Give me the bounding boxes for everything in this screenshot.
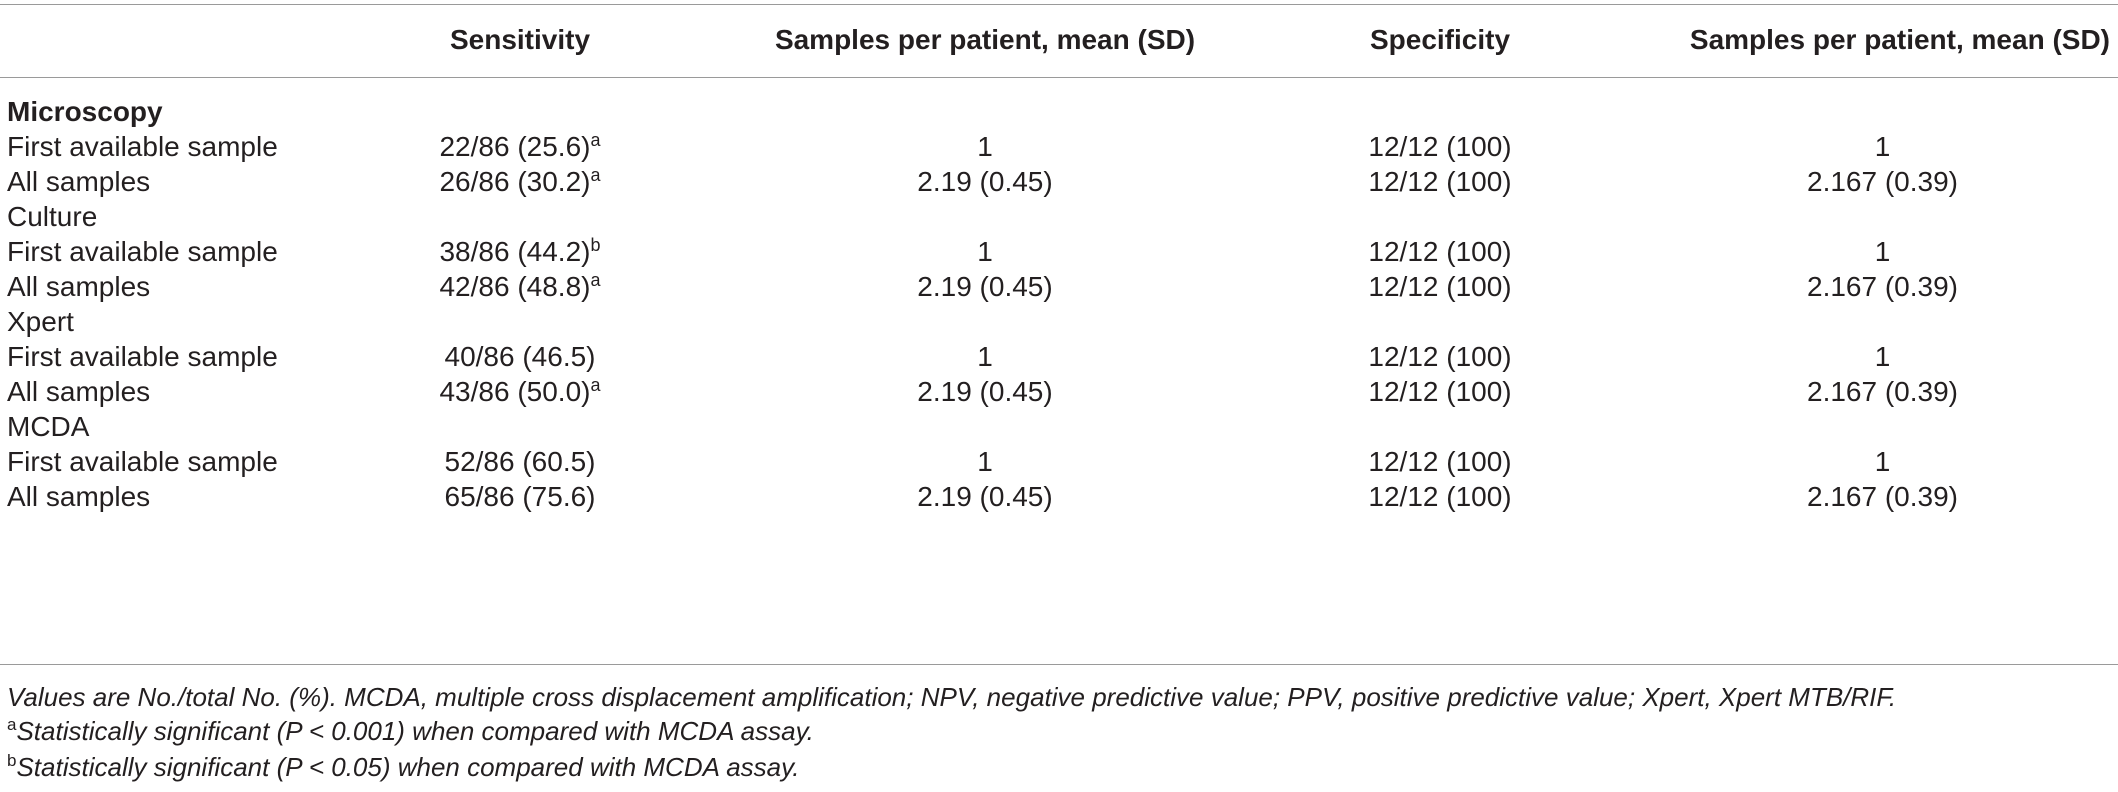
samples-specificity-cell: 1 [1874, 131, 1891, 162]
header-samples-sensitivity: Samples per patient, mean (SD) [774, 24, 1196, 55]
significance-mark: a [590, 270, 601, 290]
samples-specificity-cell: 2.167 (0.39) [1807, 271, 1958, 302]
section-label: MCDA [7, 411, 90, 442]
samples-sensitivity-cell: 2.19 (0.45) [917, 376, 1053, 407]
section-label: Microscopy [7, 96, 163, 127]
specificity-cell: 12/12 (100) [1368, 481, 1512, 512]
significance-mark: a [590, 130, 601, 150]
footnote-b-mark: b [7, 751, 17, 770]
row-label: All samples [7, 481, 151, 512]
footnote-a-text: Statistically significant (P < 0.001) wh… [16, 716, 814, 746]
sensitivity-cell: 42/86 (48.8)a [390, 269, 650, 305]
footnote-a-mark: a [7, 715, 17, 734]
header-samples-specificity: Samples per patient, mean (SD) [1689, 24, 2110, 55]
sensitivity-value: 38/86 (44.2) [439, 236, 591, 267]
table-bottom-rule [0, 664, 2118, 665]
header-specificity: Specificity [1369, 24, 1511, 55]
table-top-rule [0, 4, 2118, 5]
sensitivity-value: 22/86 (25.6) [439, 131, 591, 162]
row-label: First available sample [7, 341, 278, 372]
samples-sensitivity-cell: 2.19 (0.45) [917, 481, 1053, 512]
section-label: Xpert [7, 306, 74, 337]
sensitivity-cell: 65/86 (75.6) [390, 479, 650, 515]
specificity-cell: 12/12 (100) [1368, 166, 1512, 197]
sensitivity-cell: 26/86 (30.2)a [390, 164, 650, 200]
samples-specificity-cell: 2.167 (0.39) [1807, 376, 1958, 407]
significance-mark: a [590, 375, 601, 395]
specificity-cell: 12/12 (100) [1368, 376, 1512, 407]
sensitivity-value: 26/86 (30.2) [439, 166, 591, 197]
header-sensitivity: Sensitivity [449, 24, 591, 55]
specificity-cell: 12/12 (100) [1368, 271, 1512, 302]
samples-sensitivity-cell: 2.19 (0.45) [917, 166, 1053, 197]
section-label: Culture [7, 201, 98, 232]
samples-specificity-cell: 2.167 (0.39) [1807, 481, 1958, 512]
sensitivity-cell: 38/86 (44.2)b [390, 234, 650, 270]
row-label: All samples [7, 376, 151, 407]
footnote-main: Values are No./total No. (%). MCDA, mult… [7, 682, 1897, 712]
samples-specificity-cell: 1 [1874, 341, 1891, 372]
footnote-b: bStatistically significant (P < 0.05) wh… [7, 750, 799, 784]
significance-mark: a [590, 165, 601, 185]
footnote-a: aStatistically significant (P < 0.001) w… [7, 714, 814, 748]
row-label: First available sample [7, 446, 278, 477]
sensitivity-value: 65/86 (75.6) [444, 481, 596, 512]
specificity-cell: 12/12 (100) [1368, 341, 1512, 372]
row-label: All samples [7, 166, 151, 197]
row-label: First available sample [7, 131, 278, 162]
samples-specificity-cell: 1 [1874, 446, 1891, 477]
sensitivity-value: 52/86 (60.5) [444, 446, 596, 477]
samples-sensitivity-cell: 2.19 (0.45) [917, 271, 1053, 302]
footnote-b-text: Statistically significant (P < 0.05) whe… [16, 752, 800, 782]
samples-sensitivity-cell: 1 [977, 236, 993, 267]
samples-sensitivity-cell: 1 [977, 341, 993, 372]
sensitivity-cell: 52/86 (60.5) [390, 444, 650, 480]
specificity-cell: 12/12 (100) [1368, 131, 1512, 162]
samples-specificity-cell: 2.167 (0.39) [1807, 166, 1958, 197]
sensitivity-value: 43/86 (50.0) [439, 376, 591, 407]
samples-specificity-cell: 1 [1874, 236, 1891, 267]
sensitivity-value: 40/86 (46.5) [444, 341, 596, 372]
samples-sensitivity-cell: 1 [977, 446, 993, 477]
header-rule [0, 77, 2118, 78]
sensitivity-cell: 43/86 (50.0)a [390, 374, 650, 410]
significance-mark: b [590, 235, 601, 255]
row-label: First available sample [7, 236, 278, 267]
sensitivity-cell: 40/86 (46.5) [390, 339, 650, 375]
row-label: All samples [7, 271, 151, 302]
sensitivity-cell: 22/86 (25.6)a [390, 129, 650, 165]
specificity-cell: 12/12 (100) [1368, 446, 1512, 477]
samples-sensitivity-cell: 1 [977, 131, 993, 162]
specificity-cell: 12/12 (100) [1368, 236, 1512, 267]
sensitivity-value: 42/86 (48.8) [439, 271, 591, 302]
